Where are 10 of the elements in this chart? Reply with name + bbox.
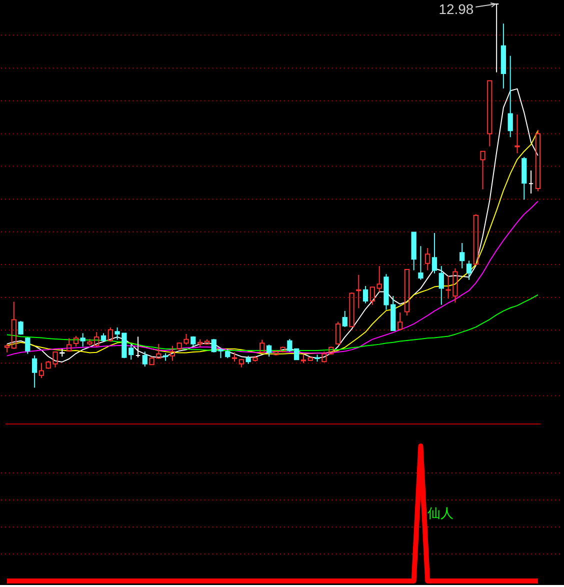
candlestick xyxy=(514,114,520,154)
candlestick xyxy=(508,55,513,138)
annotation: 12.98 xyxy=(438,0,474,17)
candlestick xyxy=(356,274,362,309)
candlestick xyxy=(438,266,444,306)
candlestick xyxy=(460,242,465,269)
candlestick xyxy=(500,23,506,89)
candlestick xyxy=(425,248,430,271)
candlestick xyxy=(163,352,168,362)
annotation: 仙人 xyxy=(428,505,454,520)
